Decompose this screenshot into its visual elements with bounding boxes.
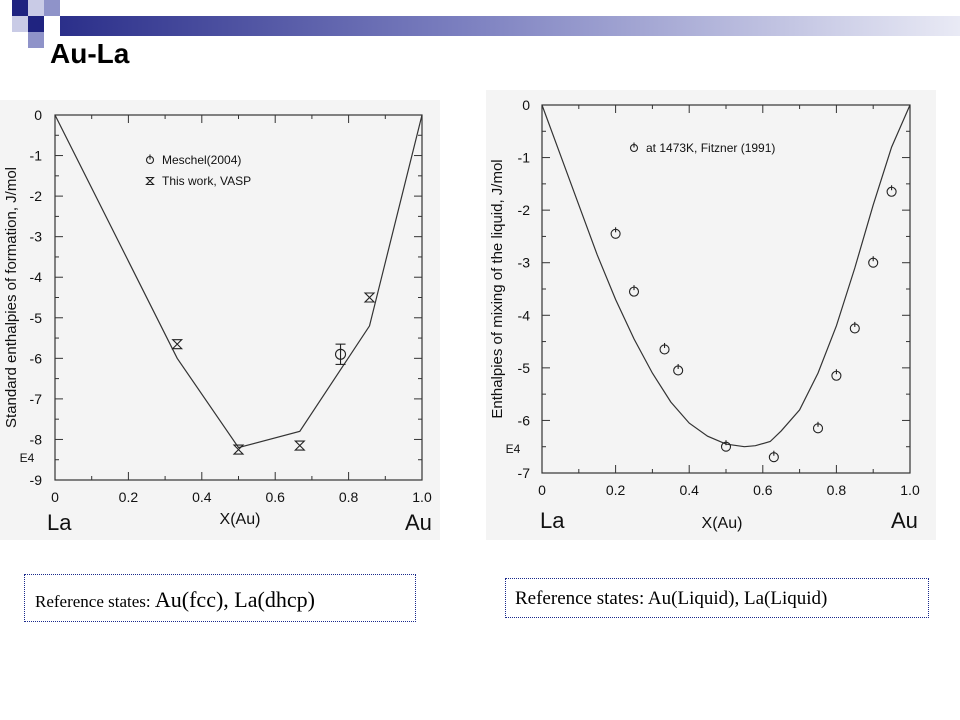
legend-label: at 1473K, Fitzner (1991) [646, 141, 775, 155]
assessed-curve [54, 114, 423, 449]
reference-value: Au(fcc), La(dhcp) [154, 587, 315, 612]
slide-deco-square [12, 16, 28, 32]
x-tick-label: 0 [51, 489, 59, 505]
y-tick-label: -9 [30, 472, 43, 488]
y-tick-label: -7 [30, 391, 43, 407]
x-tick-label: 0.4 [679, 482, 699, 498]
y-tick-label: -5 [518, 360, 531, 376]
reference-text: Reference states: Au(Liquid), La(Liquid) [515, 588, 828, 609]
x-tick-label: 0.8 [339, 489, 359, 505]
slide-deco-square [28, 32, 44, 48]
x-axis-label: X(Au) [220, 511, 261, 528]
y-tick-label: 0 [522, 97, 530, 113]
assessed-curve [541, 104, 911, 448]
x-tick-label: 0.8 [827, 482, 847, 498]
plot-background [486, 90, 936, 540]
y-tick-label: -3 [518, 255, 531, 271]
right-element-label: Au [405, 510, 432, 535]
mixing-enthalpy-chart: 0 -1 -2 -3 -4 -5 -6 -7 0 0.2 0.4 0.6 0.8 1.0 Enthalpie… [486, 90, 936, 540]
y-exponent-label: E4 [506, 442, 521, 456]
vasp-point-marker [363, 292, 376, 303]
x-tick-label: 0.4 [192, 489, 212, 505]
y-tick-label: -6 [518, 412, 531, 428]
slide-deco-square [12, 0, 28, 16]
y-tick-label: -4 [30, 269, 43, 285]
formation-enthalpy-chart: 0 -1 -2 -3 -4 -5 -6 -7 -8 -9 0 0.2 0.4 0.6 0.8 1.0 Stand… [0, 100, 440, 540]
x-tick-label: 0.2 [119, 489, 139, 505]
slide-deco-square [28, 0, 44, 16]
reference-label: Reference states: [35, 592, 155, 611]
vasp-point-marker [232, 444, 245, 455]
slide-title: Au-La [50, 38, 130, 69]
x-tick-label: 0.2 [606, 482, 626, 498]
reference-states-right: Reference states: Au(Liquid), La(Liquid) [505, 578, 929, 618]
y-tick-label: -1 [518, 150, 531, 166]
x-tick-label: 0 [538, 482, 546, 498]
reference-states-left: Reference states: Au(fcc), La(dhcp) [24, 574, 416, 622]
slide-deco-square [28, 16, 44, 32]
x-tick-label: 1.0 [900, 482, 920, 498]
y-tick-label: -4 [518, 307, 531, 323]
slide-deco-square [44, 0, 60, 16]
y-tick-label: -2 [30, 188, 43, 204]
y-axis-label: Enthalpies of mixing of the liquid, J/mo… [489, 159, 506, 418]
legend-label: This work, VASP [162, 174, 251, 188]
y-exponent-label: E4 [20, 451, 35, 465]
y-tick-label: -1 [30, 148, 43, 164]
plot-background [0, 100, 440, 540]
x-tick-label: 1.0 [412, 489, 432, 505]
y-tick-label: -8 [30, 431, 43, 447]
y-tick-label: -5 [30, 310, 43, 326]
y-tick-label: -6 [30, 350, 43, 366]
x-tick-label: 0.6 [753, 482, 773, 498]
vasp-point-marker [145, 176, 155, 186]
y-tick-label: -3 [30, 229, 43, 245]
right-element-label: Au [891, 508, 918, 533]
y-tick-label: -2 [518, 202, 531, 218]
legend-label: Meschel(2004) [162, 153, 241, 167]
y-axis-label: Standard enthalpies of formation, J/mol [3, 167, 20, 428]
left-element-label: La [540, 508, 565, 533]
slide-header-bar [60, 16, 960, 36]
left-element-label: La [47, 510, 72, 535]
x-tick-label: 0.6 [265, 489, 285, 505]
x-axis-label: X(Au) [702, 515, 743, 532]
y-tick-label: -7 [518, 465, 531, 481]
y-tick-label: 0 [34, 107, 42, 123]
vasp-point-marker [171, 339, 184, 350]
vasp-point-marker [293, 440, 306, 451]
